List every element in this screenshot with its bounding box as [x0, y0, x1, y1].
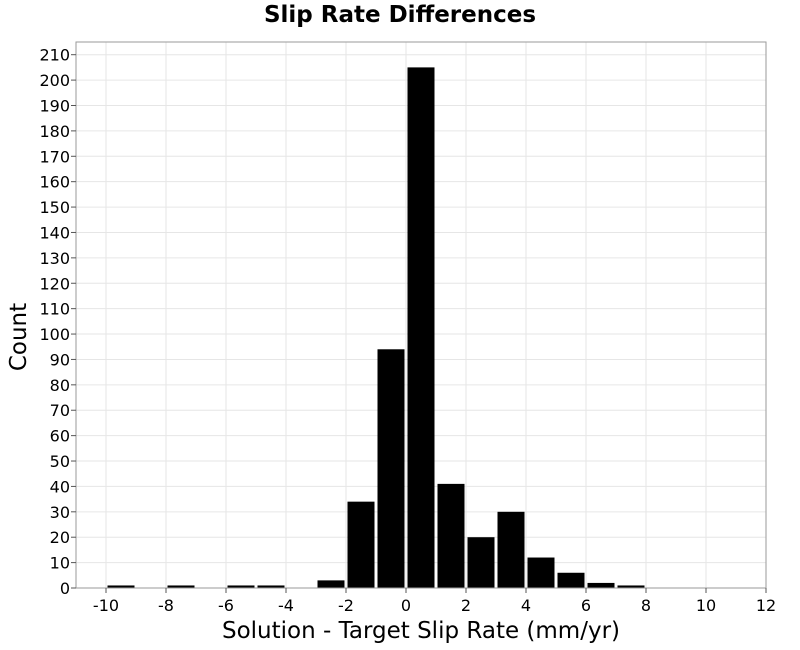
y-tick-label: 160	[39, 173, 70, 192]
y-axis: 0 10 20 30 40 50 60 70 80 90 100 110 120 130 140 150 160…	[39, 46, 76, 598]
y-tick-label: 0	[60, 579, 70, 598]
y-tick-label: 40	[50, 477, 70, 496]
x-tick-label: 4	[521, 596, 531, 615]
x-tick-label: 10	[696, 596, 716, 615]
histogram-bar	[317, 580, 345, 588]
y-tick-label: 50	[50, 452, 70, 471]
y-tick-label: 10	[50, 554, 70, 573]
y-axis-label: Count	[6, 302, 32, 372]
histogram-bar	[257, 585, 285, 588]
histogram-bar	[347, 501, 375, 588]
y-tick-label: 70	[50, 401, 70, 420]
y-tick-label: 60	[50, 427, 70, 446]
histogram-bar	[437, 483, 465, 588]
histogram-bar	[407, 67, 435, 589]
chart-title: Slip Rate Differences	[263, 2, 537, 28]
x-tick-label: 8	[641, 596, 651, 615]
y-tick-label: 200	[39, 71, 70, 90]
y-tick-label: 80	[50, 376, 70, 395]
histogram-bar	[467, 537, 495, 588]
x-tick-label: 0	[401, 596, 411, 615]
y-tick-label: 90	[50, 350, 70, 369]
y-tick-label: 150	[39, 198, 70, 217]
plot-frame	[75, 41, 767, 589]
y-tick-label: 190	[39, 96, 70, 115]
x-tick-label: -6	[218, 596, 234, 615]
x-axis-label: Solution - Target Slip Rate (mm/yr)	[222, 618, 620, 644]
x-axis: -10 -8 -6 -4 -2 0 2 4 6 8 10 12	[93, 588, 776, 615]
histogram-bar	[167, 585, 195, 588]
histogram-bar	[227, 585, 255, 588]
histogram-bar	[557, 572, 585, 588]
histogram-bar	[107, 585, 135, 588]
histogram-bar	[497, 511, 525, 588]
y-tick-label: 120	[39, 274, 70, 293]
x-tick-label: -4	[278, 596, 294, 615]
histogram-bar	[377, 349, 405, 588]
histogram-bar	[617, 585, 645, 588]
y-tick-label: 170	[39, 147, 70, 166]
y-tick-label: 100	[39, 325, 70, 344]
x-tick-label: 12	[756, 596, 776, 615]
x-tick-label: 6	[581, 596, 591, 615]
histogram-bar	[587, 582, 615, 588]
bars-group	[107, 67, 645, 589]
x-tick-label: -8	[158, 596, 174, 615]
y-tick-label: 20	[50, 528, 70, 547]
y-tick-label: 130	[39, 249, 70, 268]
y-tick-label: 30	[50, 503, 70, 522]
y-tick-label: 180	[39, 122, 70, 141]
y-tick-label: 210	[39, 46, 70, 65]
x-tick-label: -2	[338, 596, 354, 615]
y-tick-label: 140	[39, 223, 70, 242]
histogram-bar	[527, 557, 555, 588]
y-axis-label-container: Count	[4, 290, 34, 390]
y-tick-label: 110	[39, 300, 70, 319]
x-tick-label: 2	[461, 596, 471, 615]
x-tick-label: -10	[93, 596, 119, 615]
